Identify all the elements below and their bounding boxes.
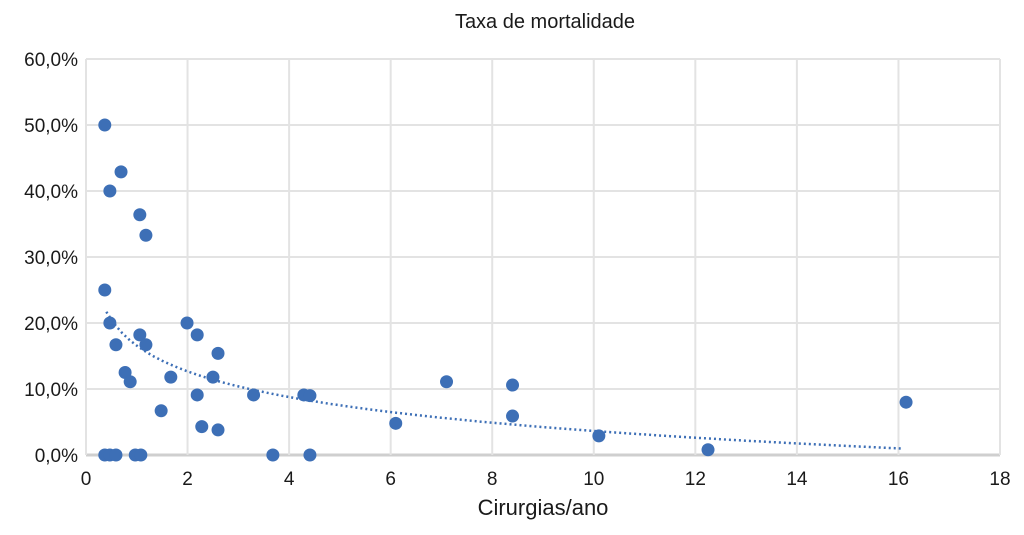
data-point bbox=[701, 443, 715, 457]
data-point bbox=[103, 316, 117, 330]
grid bbox=[85, 58, 1001, 457]
data-point bbox=[899, 395, 913, 409]
data-point bbox=[211, 423, 225, 437]
data-point bbox=[103, 184, 117, 198]
data-point bbox=[247, 388, 261, 402]
x-tick-label: 0 bbox=[81, 469, 92, 490]
x-tick-label: 16 bbox=[888, 469, 909, 490]
data-point bbox=[139, 338, 153, 352]
data-point bbox=[154, 404, 168, 418]
data-point bbox=[133, 328, 147, 342]
data-point bbox=[109, 448, 123, 462]
x-tick-label: 8 bbox=[487, 469, 498, 490]
x-axis-ticks: 0 2 4 6 8 10 12 14 16 18 bbox=[81, 469, 1011, 490]
y-tick-label: 30,0% bbox=[24, 248, 78, 269]
data-point bbox=[266, 448, 280, 462]
y-tick-label: 50,0% bbox=[24, 116, 78, 137]
y-tick-label: 20,0% bbox=[24, 314, 78, 335]
x-tick-label: 10 bbox=[583, 469, 604, 490]
data-point bbox=[98, 118, 112, 132]
x-tick-label: 14 bbox=[786, 469, 808, 490]
data-point bbox=[190, 388, 204, 402]
y-axis-ticks: 0,0% 10,0% 20,0% 30,0% 40,0% 50,0% 60,0% bbox=[24, 50, 78, 467]
data-points bbox=[98, 118, 913, 462]
data-point bbox=[123, 375, 137, 389]
data-point bbox=[592, 429, 606, 443]
data-point bbox=[303, 389, 317, 403]
x-axis-label: Cirurgias/ano bbox=[478, 495, 609, 520]
data-point bbox=[195, 420, 209, 434]
x-tick-label: 18 bbox=[989, 469, 1010, 490]
data-point bbox=[98, 283, 112, 297]
x-tick-label: 4 bbox=[284, 469, 295, 490]
x-tick-label: 12 bbox=[685, 469, 706, 490]
data-point bbox=[109, 338, 123, 352]
y-tick-label: 40,0% bbox=[24, 182, 78, 203]
data-point bbox=[303, 448, 317, 462]
data-point bbox=[180, 316, 194, 330]
trendline bbox=[105, 311, 904, 450]
data-point bbox=[164, 370, 178, 384]
x-tick-label: 6 bbox=[385, 469, 396, 490]
x-tick-label: 2 bbox=[182, 469, 193, 490]
data-point bbox=[506, 409, 520, 423]
y-tick-label: 10,0% bbox=[24, 380, 78, 401]
data-point bbox=[133, 208, 147, 222]
y-tick-label: 60,0% bbox=[24, 50, 78, 71]
chart-title: Taxa de mortalidade bbox=[455, 11, 635, 33]
data-point bbox=[506, 378, 520, 392]
data-point bbox=[134, 448, 148, 462]
y-tick-label: 0,0% bbox=[35, 446, 78, 467]
data-point bbox=[139, 228, 153, 242]
data-point bbox=[206, 370, 220, 384]
data-point bbox=[389, 416, 403, 430]
data-point bbox=[190, 328, 204, 342]
data-point bbox=[211, 346, 225, 360]
data-point bbox=[440, 375, 454, 389]
data-point bbox=[114, 165, 128, 179]
